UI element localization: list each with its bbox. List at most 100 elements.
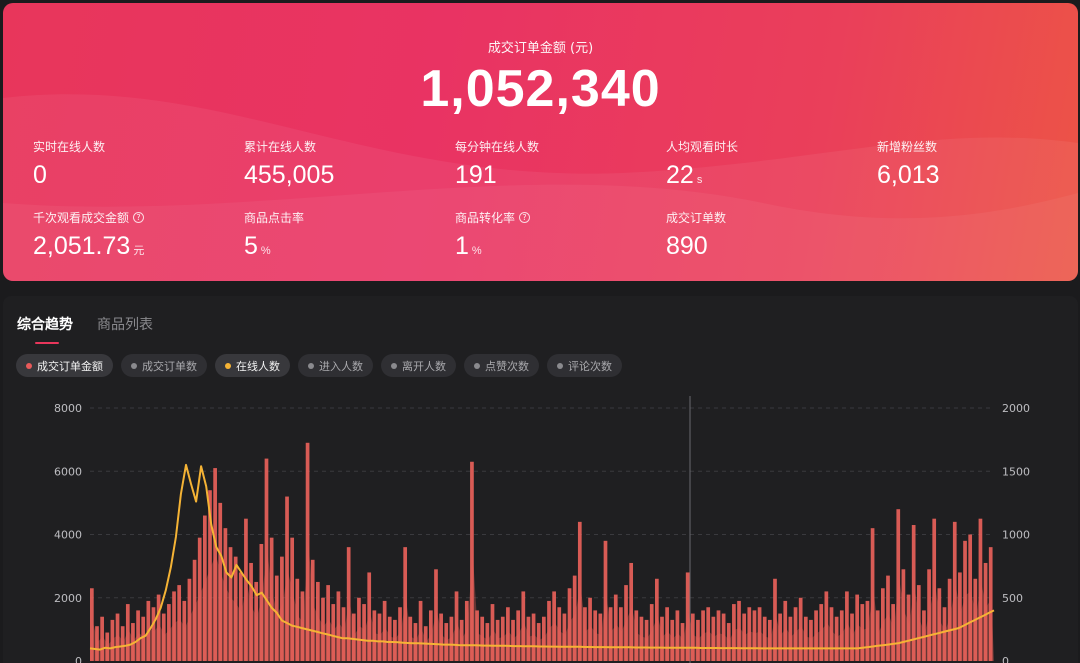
- bar: [850, 613, 854, 661]
- help-icon[interactable]: ?: [519, 211, 531, 223]
- bar: [485, 623, 490, 661]
- metric-unit: s: [696, 174, 703, 186]
- bar: [947, 578, 952, 661]
- gmv-value: 1,052,340: [420, 60, 661, 118]
- metric-label: 累计在线人数: [244, 139, 317, 154]
- bar: [290, 537, 295, 661]
- metric-chip[interactable]: 成交订单数: [121, 354, 207, 377]
- bar: [783, 600, 788, 661]
- bar: [701, 610, 705, 661]
- bar: [516, 610, 521, 661]
- right-axis-tick-label: 2000: [1002, 402, 1030, 415]
- bar: [706, 607, 711, 661]
- bar: [942, 607, 947, 661]
- chip-label: 在线人数: [236, 359, 280, 373]
- bar: [793, 607, 798, 661]
- bar: [444, 623, 449, 661]
- chip-label: 评论次数: [568, 359, 612, 373]
- chip-label: 成交订单数: [142, 359, 197, 373]
- bar: [346, 547, 351, 661]
- bar: [357, 597, 361, 661]
- bar: [619, 607, 623, 661]
- metric-filter-chips: 成交订单金额 成交订单数 在线人数 进入人数 离开人数 点赞次数 评论次数: [16, 354, 622, 377]
- right-axis-tick-label: 1500: [1002, 465, 1030, 478]
- chip-dot-icon: [26, 362, 32, 369]
- metric-label: 成交订单数: [666, 210, 727, 225]
- metric-label: 商品点击率: [244, 210, 305, 225]
- bar: [464, 600, 469, 661]
- help-icon[interactable]: ?: [133, 211, 145, 223]
- bar: [233, 556, 238, 661]
- bar: [768, 619, 772, 661]
- bar: [932, 518, 937, 661]
- metric-value-row: 890: [666, 231, 866, 261]
- metric-card: 实时在线人数 0: [33, 138, 233, 190]
- metric-chip[interactable]: 成交订单金额: [16, 354, 113, 377]
- metric-card: 累计在线人数 455,005: [244, 138, 444, 190]
- bar: [95, 626, 99, 661]
- bar: [326, 585, 330, 661]
- metric-value-row: 1%: [455, 231, 655, 266]
- bar: [203, 515, 207, 661]
- bar: [264, 458, 269, 661]
- bar: [798, 597, 803, 661]
- bar: [254, 581, 259, 661]
- bar: [136, 610, 140, 661]
- bar: [911, 525, 916, 661]
- metric-value-row: 2,051.73 元: [33, 231, 233, 266]
- bar: [341, 607, 346, 661]
- trend-panel: 综合趋势 商品列表 成交订单金额 成交订单数 在线人数 进入人数 离开人数 点赞次数 评论次…: [3, 296, 1078, 663]
- bar: [629, 562, 634, 661]
- bar: [100, 616, 104, 661]
- bar: [968, 534, 973, 661]
- bar: [639, 616, 644, 661]
- bar: [567, 588, 572, 661]
- bar: [824, 591, 829, 661]
- bar: [809, 619, 813, 661]
- bar: [495, 619, 500, 661]
- bar: [952, 521, 957, 661]
- bar: [675, 610, 680, 661]
- bar: [634, 610, 639, 661]
- metric-label-row: 千次观看成交金额?: [33, 209, 233, 225]
- bar: [680, 623, 685, 661]
- bar: [182, 600, 187, 661]
- bar: [819, 604, 824, 661]
- metric-chip[interactable]: 进入人数: [298, 354, 373, 377]
- bar: [382, 600, 387, 661]
- tab-overall-trend[interactable]: 综合趋势: [17, 314, 73, 344]
- metric-chip[interactable]: 点赞次数: [464, 354, 539, 377]
- metric-value: 455,005: [244, 161, 335, 189]
- metric-chip[interactable]: 评论次数: [547, 354, 622, 377]
- bar: [151, 607, 156, 661]
- bar: [572, 575, 577, 661]
- bar: [295, 578, 300, 661]
- metric-unit: 元: [133, 245, 145, 257]
- bar: [125, 604, 130, 661]
- bar: [141, 616, 146, 661]
- metric-label-row: 累计在线人数: [244, 138, 444, 154]
- bar: [762, 616, 767, 661]
- metric-chip[interactable]: 在线人数: [215, 354, 290, 377]
- bar: [511, 619, 515, 661]
- online-users-line: [89, 463, 995, 651]
- bar: [603, 540, 608, 661]
- bar: [901, 569, 906, 661]
- bar: [310, 559, 315, 661]
- tab-product-list[interactable]: 商品列表: [97, 317, 153, 333]
- bar: [886, 575, 890, 661]
- bar: [331, 604, 336, 661]
- left-axis-tick-label: 2000: [54, 592, 82, 605]
- metric-label: 新增粉丝数: [877, 139, 938, 154]
- metric-chip[interactable]: 离开人数: [381, 354, 456, 377]
- bar: [259, 543, 264, 661]
- bar: [490, 604, 495, 661]
- bar: [988, 547, 993, 661]
- bar: [958, 572, 962, 661]
- bar: [552, 591, 556, 661]
- bar: [526, 616, 531, 661]
- bar: [351, 613, 356, 661]
- bar: [274, 575, 279, 661]
- bar: [336, 591, 341, 661]
- bar: [244, 518, 248, 661]
